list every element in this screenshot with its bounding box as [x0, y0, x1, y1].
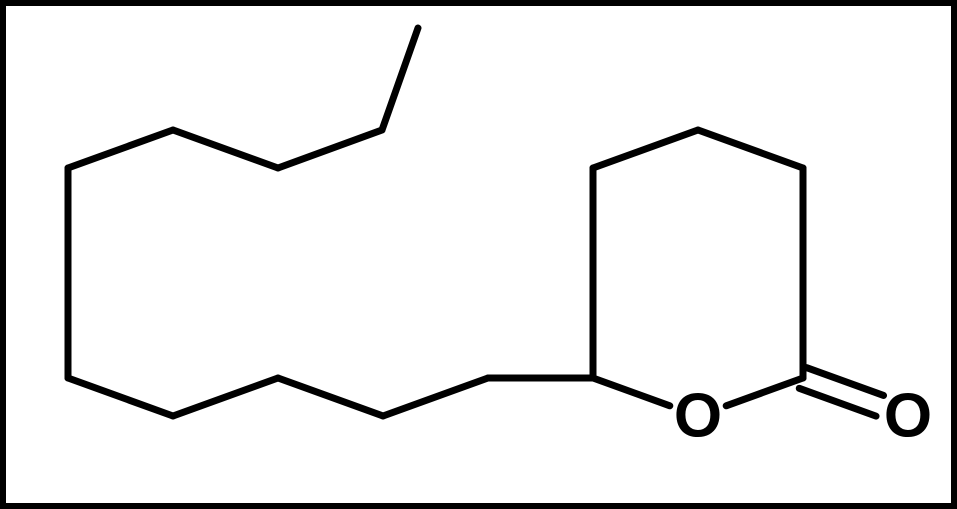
- bond: [698, 130, 803, 168]
- bond: [278, 378, 383, 416]
- atom-label-ring_o1: O: [674, 382, 722, 451]
- bond: [383, 378, 488, 416]
- bond: [799, 388, 876, 416]
- bond: [726, 378, 803, 406]
- bond: [173, 378, 278, 416]
- bond: [68, 378, 173, 416]
- bond: [382, 28, 418, 130]
- bond: [68, 130, 173, 168]
- bond: [807, 368, 884, 396]
- molecule-diagram: OO: [0, 0, 957, 509]
- atom-label-o_dbl: O: [884, 382, 932, 451]
- diagram-border: [3, 3, 954, 506]
- bond: [593, 130, 698, 168]
- bonds-group: [68, 28, 884, 416]
- bond: [278, 130, 382, 168]
- bond: [173, 130, 278, 168]
- bond: [593, 378, 670, 406]
